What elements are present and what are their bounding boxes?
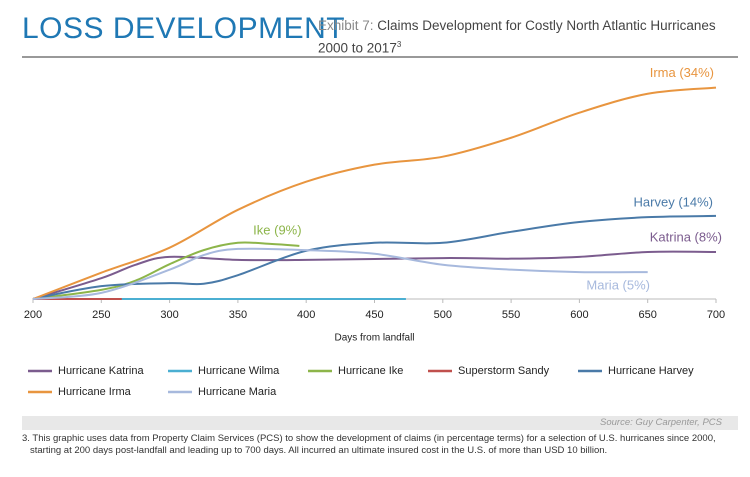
footnote: 3. This graphic uses data from Property … bbox=[22, 433, 716, 456]
series-annotation: Harvey (14%) bbox=[634, 194, 713, 209]
series-line bbox=[32, 86, 717, 300]
x-axis-label: Days from landfall bbox=[334, 333, 414, 344]
x-tick-label: 650 bbox=[639, 309, 657, 321]
x-tick-label: 400 bbox=[297, 309, 315, 321]
series-line bbox=[32, 214, 717, 300]
x-tick-label: 500 bbox=[434, 309, 452, 321]
series-line bbox=[32, 241, 300, 300]
x-tick-label: 350 bbox=[229, 309, 247, 321]
series-annotation: Maria (5%) bbox=[586, 278, 650, 293]
x-tick-label: 250 bbox=[92, 309, 110, 321]
series-annotation: Irma (34%) bbox=[650, 65, 714, 80]
exhibit: Exhibit 7: bbox=[318, 18, 374, 33]
legend-label: Hurricane Ike bbox=[338, 365, 403, 377]
subtitle-text: Claims Development for Costly North Atla… bbox=[318, 18, 716, 56]
series-line bbox=[32, 247, 648, 300]
page-title: LOSS DEVELOPMENT bbox=[22, 12, 346, 45]
header-rule bbox=[22, 56, 738, 58]
x-tick-label: 300 bbox=[160, 309, 178, 321]
legend-label: Hurricane Harvey bbox=[608, 365, 694, 377]
x-tick-label: 600 bbox=[570, 309, 588, 321]
legend-label: Superstorm Sandy bbox=[458, 365, 550, 377]
footnote-ref: 3 bbox=[396, 40, 402, 49]
series-annotation: Katrina (8%) bbox=[650, 229, 722, 244]
subtitle: Exhibit 7: Claims Development for Costly… bbox=[318, 16, 738, 58]
series-line bbox=[32, 250, 717, 300]
legend-label: Hurricane Wilma bbox=[198, 365, 280, 377]
x-tick-label: 700 bbox=[707, 309, 725, 321]
legend-label: Hurricane Maria bbox=[198, 386, 277, 398]
legend-label: Hurricane Katrina bbox=[58, 365, 144, 377]
x-tick-label: 550 bbox=[502, 309, 520, 321]
x-tick-label: 200 bbox=[24, 309, 42, 321]
legend-label: Hurricane Irma bbox=[58, 386, 132, 398]
x-tick-label: 450 bbox=[365, 309, 383, 321]
series-annotation: Ike (9%) bbox=[253, 222, 301, 237]
source: Source: Guy Carpenter, PCS bbox=[22, 416, 738, 430]
